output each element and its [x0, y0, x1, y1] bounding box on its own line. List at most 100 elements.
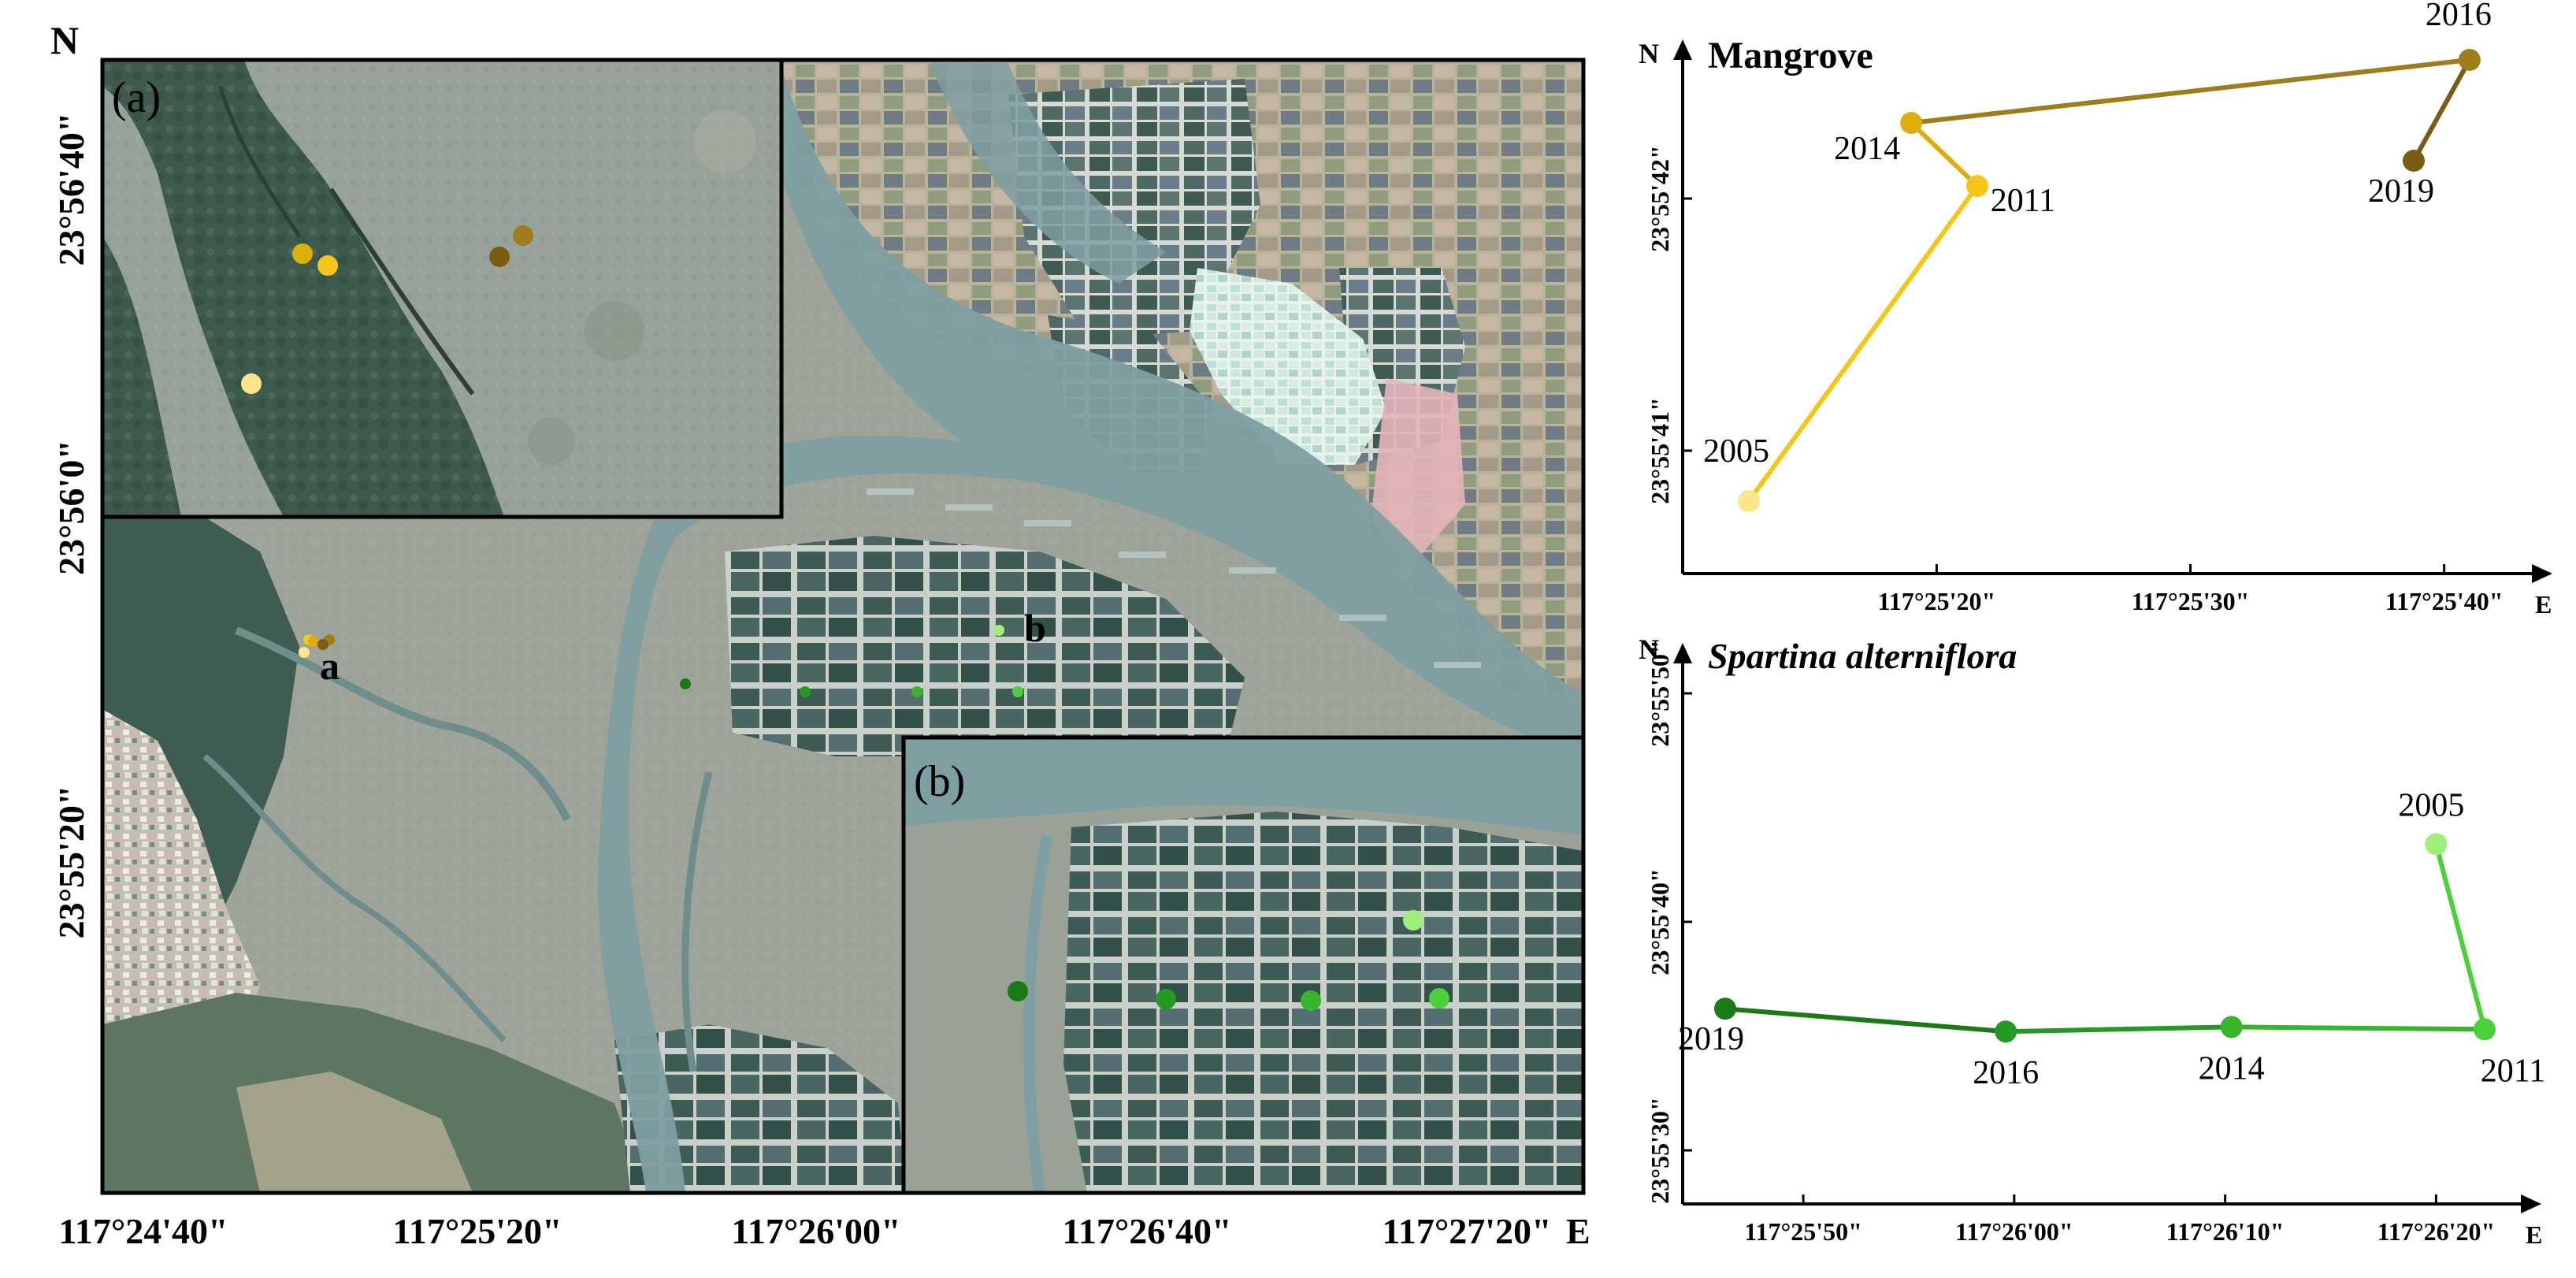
mangrove-chart: N Mangrove E 117°25'20" 117°25'30" 117°25'…: [1639, 0, 2552, 619]
inset-a-point-2016: [513, 225, 533, 246]
spartina-north-label: N: [1639, 633, 1659, 665]
inset-b: (b): [901, 735, 1586, 1195]
spartina-x-tick-3: 117°26'20": [2377, 1217, 2496, 1246]
inset-b-point-2011: [1429, 988, 1449, 1009]
spartina-x-tick-1: 117°26'00": [1955, 1217, 2073, 1246]
mangrove-east-label: E: [2535, 590, 2552, 619]
mangrove-segment-2005-2011: [1746, 184, 1980, 503]
spartina-y-ticks: 23°55'50" 23°55'40" 23°55'30": [1646, 640, 1692, 1204]
mangrove-label-2014: 2014: [1834, 131, 1900, 167]
spartina-label-2019: 2019: [1678, 1021, 1744, 1057]
site-a-point-2014: [308, 636, 319, 647]
mangrove-label-2016: 2016: [2426, 0, 2492, 33]
mangrove-x-arrow: [2532, 564, 2552, 583]
map-lat-tick-2: 23°55'20": [51, 786, 91, 939]
spartina-y-tick-2: 23°55'30": [1646, 1097, 1674, 1203]
map-lon-tick-1: 117°25'20": [392, 1211, 562, 1251]
spartina-segment-2016-2019: [1723, 1006, 2009, 1035]
mangrove-point-2019: [2403, 150, 2425, 172]
spartina-title: Spartina alterniflora: [1708, 636, 2017, 676]
site-a-point-2005: [299, 647, 310, 658]
site-b-label: b: [1024, 606, 1046, 650]
mangrove-y-tick-1: 23°55'41": [1646, 397, 1674, 503]
spartina-trajectory: [1723, 841, 2487, 1035]
map-lat-tick-1: 23°56'0": [51, 440, 91, 575]
mangrove-trajectory: [1746, 58, 2472, 503]
inset-a-label: (a): [112, 73, 161, 122]
map-lon-tick-2: 117°26'00": [731, 1211, 900, 1251]
mangrove-x-tick-2: 117°25'40": [2385, 587, 2504, 615]
pond-block-center: [725, 536, 1245, 756]
map-lat-ticks: 23°56'40" 23°56'0" 23°55'20": [51, 113, 91, 939]
mangrove-point-2011: [1965, 175, 1988, 197]
map-north-label: N: [50, 18, 79, 62]
spartina-year-labels: 2005 2011 2014 2016 2019: [1678, 787, 2545, 1091]
spartina-points: [1714, 833, 2496, 1043]
mangrove-label-2005: 2005: [1703, 433, 1769, 470]
mangrove-point-2005: [1738, 490, 1760, 512]
spartina-label-2005: 2005: [2398, 787, 2464, 823]
mangrove-label-2011: 2011: [1991, 183, 2055, 219]
mangrove-points: [1738, 49, 2481, 512]
site-b-markers: [680, 625, 1023, 697]
inset-a-point-2019: [489, 247, 510, 267]
spartina-x-ticks: 117°25'50" 117°26'00" 117°26'10" 117°26'20": [1744, 1194, 2495, 1246]
site-a-label: a: [320, 644, 340, 688]
inset-b-point-2014: [1301, 990, 1321, 1011]
inset-a-mangrove: [102, 60, 504, 517]
spartina-label-2016: 2016: [1973, 1055, 2039, 1091]
spartina-point-2019: [1714, 998, 1736, 1020]
map-lon-ticks: 117°24'40" 117°25'20" 117°26'00" 117°26'…: [58, 1211, 1551, 1251]
mangrove-north-label: N: [1639, 38, 1659, 69]
map-lon-tick-0: 117°24'40": [58, 1211, 228, 1251]
inset-b-point-2019: [1008, 981, 1028, 1001]
mangrove-year-labels: 2005 2011 2014 2016 2019: [1703, 0, 2492, 470]
river-channel: [597, 63, 1583, 1193]
site-a-point-2019: [317, 639, 328, 650]
mangrove-y-tick-0: 23°55'42": [1646, 145, 1674, 251]
spartina-point-2005: [2425, 833, 2448, 856]
mangrove-x-tick-0: 117°25'20": [1878, 587, 1996, 615]
map-frame: [100, 58, 1586, 1195]
spartina-east-label: E: [2526, 1220, 2542, 1249]
mangrove-label-2019: 2019: [2368, 173, 2434, 210]
inset-b-ponds: [1063, 812, 1583, 1193]
inset-a-point-2014: [292, 243, 313, 264]
spartina-x-arrow: [2521, 1194, 2541, 1213]
spartina-label-2011: 2011: [2481, 1053, 2545, 1089]
mangrove-y-arrow: [1673, 39, 1692, 60]
village-area: [102, 709, 260, 1087]
site-b-point-2011: [1012, 686, 1023, 697]
mangrove-x-tick-1: 117°25'30": [2132, 587, 2250, 615]
spartina-y-tick-0: 23°55'50": [1646, 640, 1674, 746]
spartina-chart: N Spartina alterniflora E 117°25'50" 117°…: [1639, 633, 2545, 1249]
inset-a: (a): [100, 58, 784, 519]
salt-pans: [1190, 268, 1386, 465]
map-east-label: E: [1566, 1211, 1591, 1251]
mangrove-segment-2014-2016: [1909, 58, 2472, 125]
spartina-x-tick-0: 117°25'50": [1744, 1217, 1862, 1246]
mangrove-segment-2011-2014: [1909, 121, 1980, 188]
mangrove-point-2014: [1900, 112, 1923, 134]
site-a-markers: [299, 634, 335, 658]
mangrove-segment-2016-2019: [2411, 58, 2472, 163]
site-b-point-2019: [680, 678, 691, 689]
spartina-y-tick-1: 23°55'40": [1646, 868, 1674, 975]
satellite-map: [102, 60, 1583, 1193]
spartina-point-2011: [2474, 1018, 2496, 1041]
mangrove-point-2016: [2458, 49, 2481, 71]
map-lat-tick-0: 23°56'40": [51, 113, 91, 266]
map-lon-tick-3: 117°26'40": [1062, 1211, 1231, 1251]
mangrove-title: Mangrove: [1708, 35, 1873, 76]
site-b-point-2005: [993, 625, 1004, 636]
site-b-point-2016: [800, 686, 811, 697]
spartina-segment-2011-2014: [2229, 1024, 2487, 1032]
site-b-point-2014: [911, 686, 922, 697]
map-lon-tick-4: 117°27'20": [1382, 1211, 1551, 1251]
inset-b-point-2016: [1156, 989, 1176, 1009]
inset-b-label: (b): [914, 757, 965, 806]
spartina-label-2014: 2014: [2199, 1050, 2265, 1087]
spartina-y-arrow: [1673, 643, 1692, 663]
mangrove-y-ticks: 23°55'42" 23°55'41": [1646, 145, 1692, 504]
